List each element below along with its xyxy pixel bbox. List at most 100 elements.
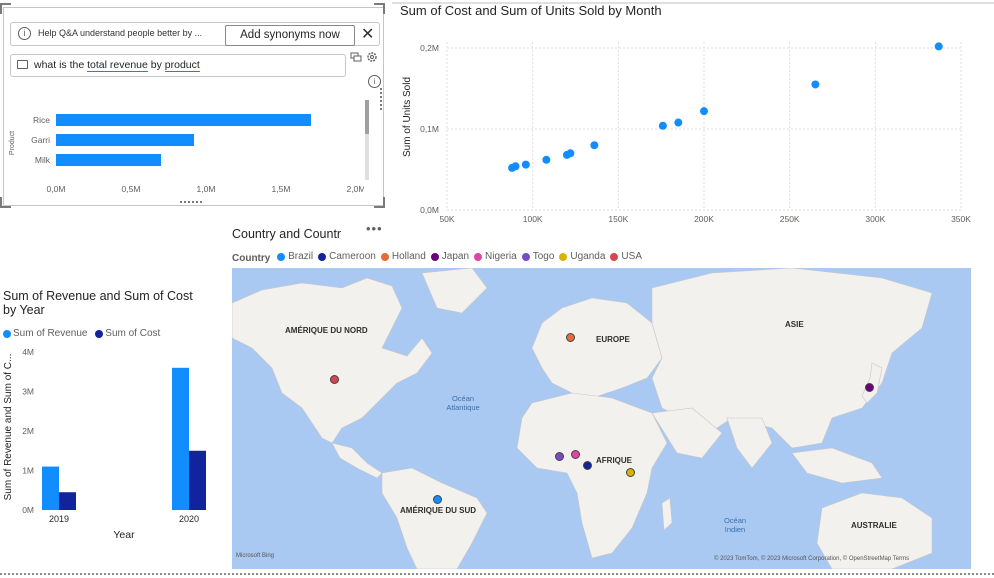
map-legend-label: Cameroon <box>329 251 376 262</box>
label-indian-ocean: Océan Indien <box>723 516 747 534</box>
map-legend-item[interactable]: Togo <box>521 251 555 262</box>
map-point[interactable] <box>583 461 592 470</box>
bar2-bar <box>189 450 206 510</box>
landmass-europe <box>531 297 663 399</box>
scatter-point <box>674 118 683 127</box>
map-point[interactable] <box>330 375 339 384</box>
label-atlantic-ocean: Océan Atlantique <box>446 394 480 412</box>
convert-visual-icon[interactable] <box>350 52 362 62</box>
year-bar-chart[interactable]: 0M 1M 2M 3M 4M Sum of Revenue and Sum of C...… <box>0 342 225 547</box>
bar2-x-tick: 2019 <box>49 514 69 524</box>
qna-bar <box>56 114 311 126</box>
world-map <box>232 268 933 569</box>
legend-dot-icon <box>318 252 327 261</box>
map-legend-label: Japan <box>441 251 470 262</box>
scatter-ylabel: Sum of Units Sold <box>402 77 413 157</box>
landmass-north-america <box>232 277 433 444</box>
legend-dot-icon <box>277 252 286 261</box>
close-icon[interactable]: ✕ <box>361 26 375 43</box>
qna-ylabel: Product <box>9 131 16 155</box>
resize-handle[interactable] <box>0 3 11 14</box>
map-legend-item[interactable]: Holland <box>380 251 426 262</box>
resize-handle[interactable] <box>0 197 11 208</box>
bar2-bar <box>42 466 59 510</box>
map-attribution[interactable]: © 2023 TomTom, © 2023 Microsoft Corporat… <box>714 556 910 562</box>
scatter-point <box>590 141 599 150</box>
map-point[interactable] <box>626 468 635 477</box>
scatter-x-tick: 50K <box>439 214 454 224</box>
landmass-africa <box>516 392 668 559</box>
question-term-product: product <box>164 59 200 72</box>
resize-handle-right[interactable] <box>380 88 382 110</box>
qna-x-tick: 1,0M <box>197 184 216 194</box>
map-point[interactable] <box>433 495 442 504</box>
map-point[interactable] <box>571 450 580 459</box>
add-synonyms-button[interactable]: Add synonyms now <box>225 25 355 46</box>
map-legend-label: USA <box>621 251 642 262</box>
map-legend-label: Nigeria <box>485 251 517 262</box>
bar2-y-tick: 0M <box>22 505 34 515</box>
map-legend: Country Brazil Cameroon Holland Japan Nigeri… <box>232 251 647 264</box>
landmass-south-america <box>381 467 488 569</box>
map-legend-label: Brazil <box>288 251 314 262</box>
qna-category-label: Milk <box>35 155 51 165</box>
scatter-point <box>658 121 667 130</box>
scatter-point <box>511 162 520 171</box>
info-icon[interactable]: i <box>368 75 381 88</box>
qna-x-tick: 0,5M <box>122 184 141 194</box>
map-points <box>232 268 971 569</box>
qna-tools[interactable] <box>350 50 380 64</box>
scatter-x-tick: 150K <box>608 214 628 224</box>
question-input[interactable]: what is the total revenue by product <box>10 54 346 77</box>
qna-visual[interactable]: i Help Q&A understand people better by .… <box>3 7 384 206</box>
legend-item-cost[interactable]: Sum of Cost <box>95 328 160 339</box>
map-legend-item[interactable]: Uganda <box>559 251 605 262</box>
scrollbar-thumb[interactable] <box>365 100 369 134</box>
map-legend-item[interactable]: USA <box>610 251 642 262</box>
legend-item-revenue[interactable]: Sum of Revenue <box>3 328 88 339</box>
scatter-y-tick: 0,1M <box>420 124 439 134</box>
chat-bubble-icon <box>17 60 28 69</box>
scatter-chart[interactable]: 0,0M 0,1M 0,2M 50K 100K 150K 200K 250K 300K 350K S… <box>395 22 985 232</box>
scatter-point <box>542 155 551 164</box>
map-legend-item[interactable]: Japan <box>430 251 470 262</box>
landmass-greenland <box>421 268 488 314</box>
legend-dot-icon <box>380 252 389 261</box>
landmass-southeast-asia <box>791 447 883 484</box>
qna-x-tick: 1,5M <box>272 184 291 194</box>
map-legend-item[interactable]: Cameroon <box>318 251 376 262</box>
scatter-point <box>811 80 820 89</box>
more-options-icon[interactable]: ••• <box>366 221 383 236</box>
gear-icon[interactable] <box>367 52 377 62</box>
scatter-title: Sum of Cost and Sum of Units Sold by Mon… <box>400 3 662 18</box>
bar2-y-tick: 4M <box>22 347 34 357</box>
map-canvas[interactable]: AMÉRIQUE DU NORD EUROPE ASIE AFRIQUE AMÉ… <box>232 268 971 569</box>
scatter-y-tick: 0,0M <box>420 205 439 215</box>
map-legend-item[interactable]: Brazil <box>277 251 313 262</box>
map-point[interactable] <box>555 452 564 461</box>
map-title: Country and Countr <box>232 227 342 241</box>
landmass-asia <box>651 268 933 449</box>
map-point[interactable] <box>566 333 575 342</box>
scrollbar-track[interactable] <box>365 100 369 180</box>
qna-bar <box>56 134 194 146</box>
synonym-banner: i Help Q&A understand people better by .… <box>10 22 380 46</box>
qna-category-label: Rice <box>33 115 50 125</box>
map-point[interactable] <box>865 383 874 392</box>
label-europe: EUROPE <box>596 335 630 344</box>
legend-dot-icon <box>521 252 530 261</box>
scatter-point <box>566 149 575 158</box>
canvas-bottom-border <box>0 573 994 575</box>
landmass-india <box>726 417 773 469</box>
bar2-bar <box>172 367 189 510</box>
scatter-x-tick: 350K <box>951 214 971 224</box>
resize-handle[interactable] <box>374 3 385 14</box>
map-legend-label: Togo <box>532 251 555 262</box>
landmass-arabia <box>651 407 723 459</box>
bar2-y-tick: 1M <box>22 466 34 476</box>
scatter-x-tick: 250K <box>780 214 800 224</box>
resize-handle-bottom[interactable] <box>180 201 202 203</box>
banner-text: Help Q&A understand people better by ... <box>38 28 203 38</box>
resize-handle[interactable] <box>374 197 385 208</box>
map-legend-item[interactable]: Nigeria <box>474 251 517 262</box>
